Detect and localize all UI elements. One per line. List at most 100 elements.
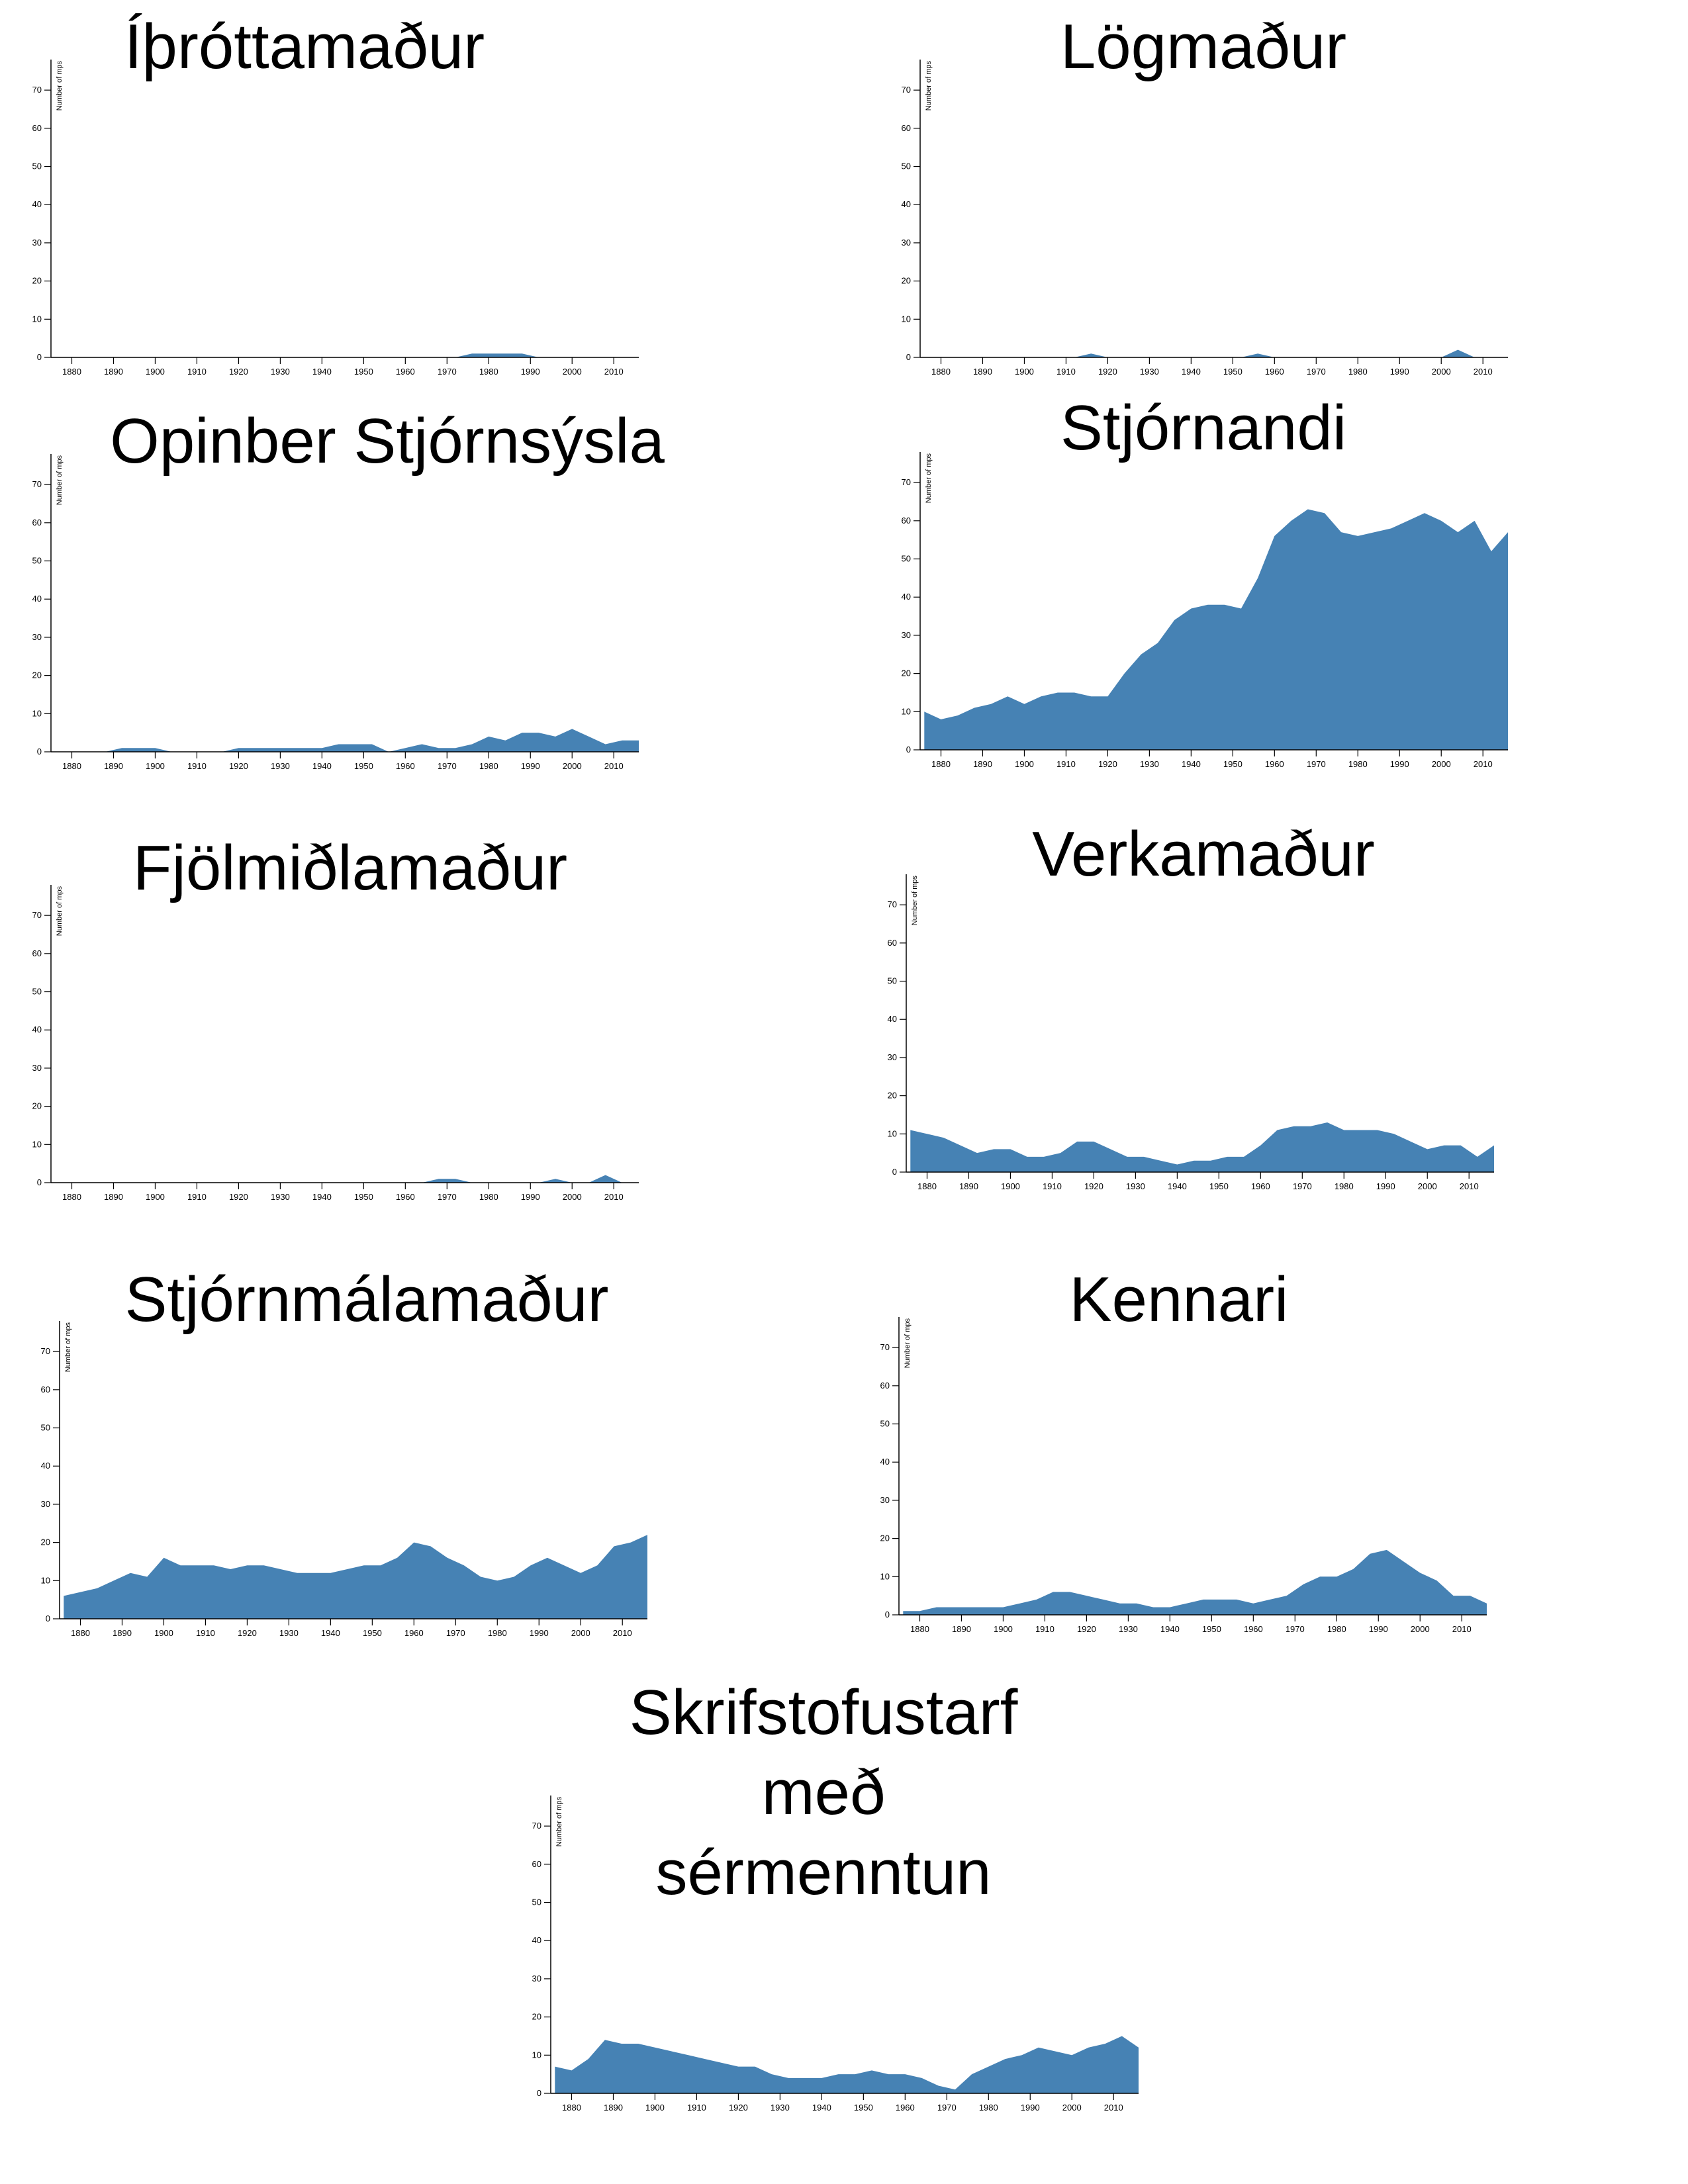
area [55, 353, 639, 357]
y-tick-label: 70 [902, 85, 911, 95]
x-tick-label: 2000 [563, 761, 582, 771]
y-tick-label: 70 [41, 1346, 50, 1356]
area [924, 349, 1508, 357]
x-tick-label: 1890 [113, 1628, 132, 1638]
y-tick-label: 50 [41, 1423, 50, 1433]
y-tick-label: 40 [888, 1014, 897, 1024]
x-tick-label: 1970 [438, 1192, 457, 1202]
x-tick-label: 1880 [62, 761, 81, 771]
y-tick-label: 0 [906, 352, 911, 362]
y-tick-label: 10 [532, 2050, 541, 2060]
y-tick-label: 40 [532, 1935, 541, 1945]
y-tick-label: 20 [41, 1537, 50, 1547]
y-tick-label: 40 [32, 199, 42, 209]
y-tick-label: 30 [902, 630, 911, 640]
y-axis-label: Number of mps [56, 886, 64, 936]
y-tick-label: 50 [880, 1419, 890, 1429]
x-tick-label: 1890 [959, 1181, 978, 1191]
y-tick-label: 10 [880, 1571, 890, 1581]
x-tick-label: 1990 [1390, 759, 1409, 769]
x-tick-label: 1980 [1335, 1181, 1354, 1191]
y-tick-label: 50 [32, 161, 42, 171]
x-tick-label: 1960 [896, 2103, 915, 2113]
y-tick-label: 20 [32, 1101, 42, 1111]
x-tick-label: 2000 [563, 1192, 582, 1202]
y-tick-label: 50 [32, 556, 42, 566]
x-tick-label: 1960 [1265, 759, 1284, 769]
y-axis-label: Number of mps [555, 1797, 563, 1847]
y-tick-label: 60 [880, 1381, 890, 1390]
x-tick-label: 1960 [1244, 1624, 1263, 1634]
x-tick-label: 1900 [1001, 1181, 1020, 1191]
y-tick-label: 60 [32, 948, 42, 958]
x-tick-label: 1890 [952, 1624, 971, 1634]
x-tick-label: 1990 [521, 761, 540, 771]
y-tick-label: 60 [32, 123, 42, 133]
x-tick-label: 1970 [438, 367, 457, 377]
x-tick-label: 1990 [521, 1192, 540, 1202]
x-tick-label: 1980 [979, 2103, 998, 2113]
y-tick-label: 50 [902, 161, 911, 171]
y-tick-label: 50 [532, 1897, 541, 1907]
y-tick-label: 0 [885, 1610, 890, 1619]
x-tick-label: 1960 [404, 1628, 424, 1638]
x-tick-label: 1950 [354, 761, 373, 771]
y-tick-label: 60 [902, 516, 911, 525]
y-tick-label: 30 [888, 1052, 897, 1062]
x-tick-label: 1890 [104, 761, 123, 771]
x-tick-label: 1890 [604, 2103, 623, 2113]
x-tick-label: 2010 [604, 1192, 624, 1202]
y-tick-label: 40 [32, 594, 42, 604]
chart-title: Stjórnmálamaður [124, 1264, 609, 1335]
area [910, 1122, 1494, 1172]
x-tick-label: 2000 [1432, 759, 1451, 769]
x-tick-label: 1970 [446, 1628, 465, 1638]
x-tick-label: 1900 [146, 1192, 165, 1202]
x-tick-label: 1980 [1348, 367, 1368, 377]
x-tick-label: 1940 [1182, 759, 1201, 769]
x-tick-label: 1980 [479, 367, 498, 377]
area [924, 509, 1508, 750]
y-tick-label: 20 [902, 668, 911, 678]
x-tick-label: 1950 [854, 2103, 873, 2113]
x-tick-label: 1940 [1168, 1181, 1187, 1191]
x-tick-label: 1880 [71, 1628, 90, 1638]
x-tick-label: 1950 [1202, 1624, 1221, 1634]
y-tick-label: 70 [32, 85, 42, 95]
x-tick-label: 1970 [1307, 759, 1326, 769]
x-tick-label: 1980 [479, 1192, 498, 1202]
y-tick-label: 50 [32, 987, 42, 997]
y-tick-label: 60 [888, 938, 897, 948]
y-tick-label: 10 [41, 1575, 50, 1585]
x-tick-label: 2010 [604, 761, 624, 771]
x-tick-label: 1930 [279, 1628, 299, 1638]
y-tick-label: 10 [32, 314, 42, 324]
x-tick-label: 1880 [62, 367, 81, 377]
x-tick-label: 1930 [271, 367, 290, 377]
x-tick-label: 2000 [563, 367, 582, 377]
x-tick-label: 1910 [196, 1628, 215, 1638]
y-tick-label: 20 [880, 1533, 890, 1543]
y-tick-label: 20 [532, 2012, 541, 2022]
x-tick-label: 1910 [187, 1192, 207, 1202]
x-tick-label: 1890 [104, 367, 123, 377]
x-tick-label: 1920 [729, 2103, 748, 2113]
x-tick-label: 1930 [1126, 1181, 1145, 1191]
x-tick-label: 1910 [687, 2103, 706, 2113]
x-tick-label: 1880 [931, 367, 951, 377]
x-tick-label: 1940 [312, 367, 332, 377]
x-tick-label: 1920 [229, 1192, 248, 1202]
x-tick-label: 1980 [479, 761, 498, 771]
x-tick-label: 2010 [604, 367, 624, 377]
y-tick-label: 0 [892, 1167, 897, 1177]
x-tick-label: 1900 [645, 2103, 665, 2113]
x-tick-label: 1970 [438, 761, 457, 771]
x-tick-label: 1880 [931, 759, 951, 769]
x-tick-label: 1980 [1327, 1624, 1346, 1634]
x-tick-label: 1910 [187, 367, 207, 377]
y-axis-label: Number of mps [911, 876, 919, 926]
y-axis-label: Number of mps [56, 455, 64, 506]
chart-title: Lögmaður [1060, 11, 1347, 82]
x-tick-label: 1960 [1265, 367, 1284, 377]
